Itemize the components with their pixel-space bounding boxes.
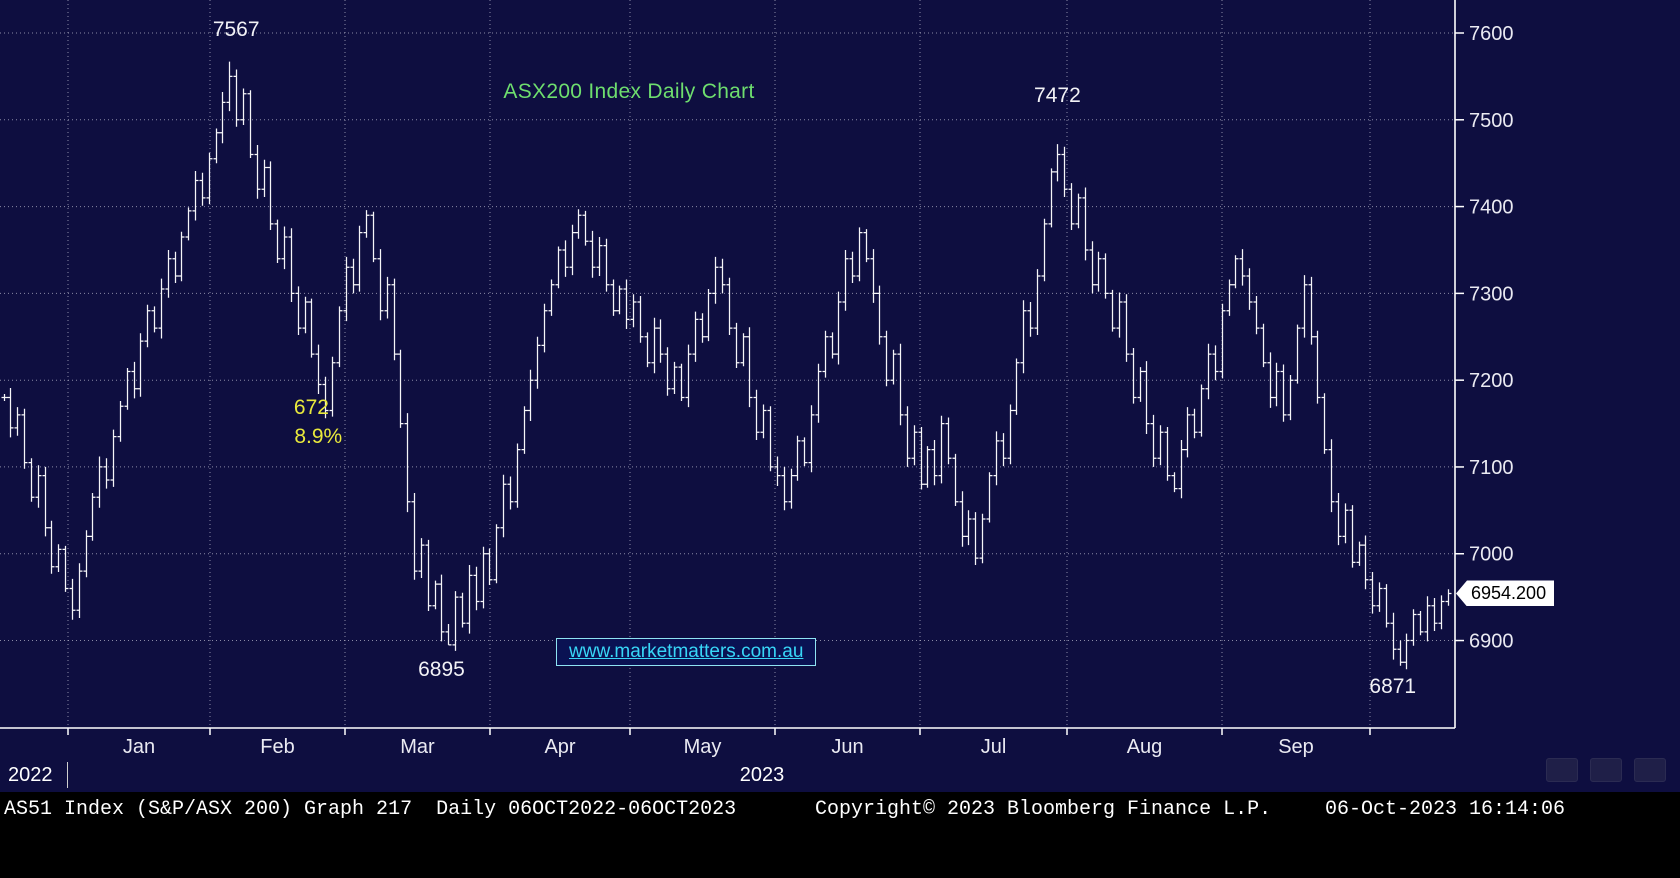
x-axis-month-label: Apr: [544, 736, 575, 758]
last-price-value: 6954.200: [1471, 583, 1547, 604]
y-axis-label: 7500: [1469, 110, 1514, 132]
panel-icon-1[interactable]: [1546, 758, 1578, 782]
footer-timestamp: 06-Oct-2023 16:14:06: [1325, 798, 1566, 821]
x-axis-month-label: Mar: [400, 736, 435, 758]
y-axis-label: 7000: [1469, 544, 1514, 566]
chart-canvas: 6900 7000 7100 7200 7300 7400 7500 7600 Jan Feb Ma…: [0, 0, 1514, 758]
open-close-ticks: [1, 75, 1452, 663]
marketmatters-link[interactable]: www.marketmatters.com.au: [556, 638, 817, 666]
x-axis-month-label: Jul: [981, 736, 1007, 758]
status-bar: AS51 Index (S&P/ASX 200) Graph 217 Daily…: [0, 792, 1680, 878]
x-axis-month-label: Jan: [123, 736, 155, 758]
x-axis-month-label: Sep: [1278, 736, 1314, 758]
x-axis-month-label: Aug: [1127, 736, 1163, 758]
price-bars: [3, 61, 1450, 670]
bottom-right-controls: [1546, 758, 1666, 782]
y-axis-label: 7100: [1469, 457, 1514, 479]
x-axis-month-label: Jun: [831, 736, 863, 758]
y-axis-label: 7200: [1469, 370, 1514, 392]
price-chart-area[interactable]: 6900 7000 7100 7200 7300 7400 7500 7600 Jan Feb Ma…: [0, 0, 1680, 792]
x-axis-month-label: Feb: [260, 736, 294, 758]
panel-icon-3[interactable]: [1634, 758, 1666, 782]
footer-security-info: AS51 Index (S&P/ASX 200) Graph 217 Daily…: [4, 798, 737, 821]
y-axis-label: 6900: [1469, 631, 1514, 653]
y-axis-label: 7300: [1469, 283, 1514, 305]
footer-copyright: Copyright© 2023 Bloomberg Finance L.P.: [815, 798, 1272, 821]
x-axis-month-label: May: [684, 736, 722, 758]
year-divider: [67, 762, 68, 788]
y-axis-label: 7400: [1469, 197, 1514, 219]
chart-title: ASX200 Index Daily Chart: [503, 80, 755, 103]
year-label-2022: 2022: [8, 764, 53, 786]
year-label-2023: 2023: [739, 764, 785, 786]
y-axis-label: 7600: [1469, 23, 1514, 45]
panel-icon-2[interactable]: [1590, 758, 1622, 782]
last-price-tag: 6954.200: [1456, 580, 1555, 607]
